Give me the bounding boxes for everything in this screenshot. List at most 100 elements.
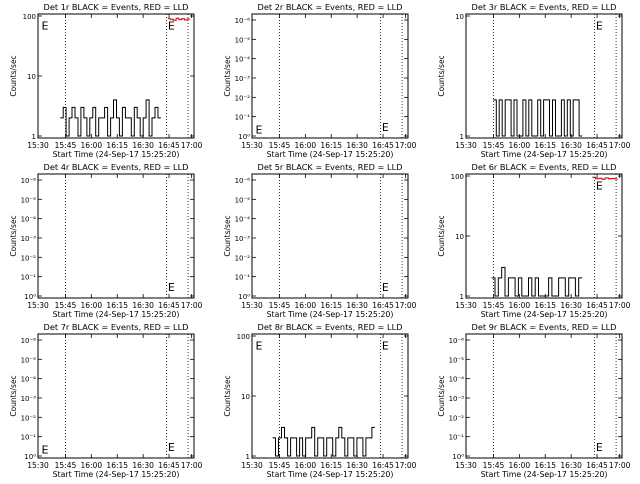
y-tick-label: 10⁰ (452, 453, 464, 461)
chart-title: Det 9r BLACK = Events, RED = LLD (472, 322, 617, 332)
data-point (348, 437, 350, 439)
e-marker: E (256, 124, 263, 137)
plot-frame (37, 333, 195, 459)
data-point (123, 106, 125, 108)
y-axis-label: Counts/sec (223, 55, 232, 96)
data-point (315, 455, 317, 457)
y-tick-label: 10⁻¹ (21, 274, 37, 282)
y-tick-label: 100 (237, 333, 250, 341)
x-tick-label: 16:15 (106, 141, 128, 150)
x-tick-label: 15:30 (241, 141, 263, 150)
data-point (135, 106, 137, 108)
data-point (300, 437, 302, 439)
y-tick-label: 10⁻⁵ (449, 356, 465, 364)
data-point (574, 99, 576, 101)
chart-panel: Det 2r BLACK = Events, RED = LLD 15:30 15:… (223, 2, 417, 159)
chart-panel: Det 4r BLACK = Events, RED = LLD 15:30 15:… (9, 162, 203, 319)
data-point (550, 135, 552, 137)
x-tick-label: 16:30 (346, 461, 368, 470)
data-point (523, 99, 525, 101)
data-point (150, 135, 151, 137)
x-tick-label: 16:00 (81, 141, 103, 150)
series-events-line (491, 266, 583, 297)
data-point (156, 106, 157, 108)
data-point (526, 135, 528, 137)
y-tick-label: 10⁻⁵ (235, 36, 251, 44)
x-tick-label: 17:00 (395, 141, 417, 150)
x-tick-label: 15:45 (269, 301, 291, 310)
data-point (82, 106, 83, 108)
x-tick-label: 17:00 (395, 301, 417, 310)
y-tick-label: 10⁻³ (21, 235, 37, 243)
x-tick-label: 15:30 (241, 301, 263, 310)
x-tick-label: 17:00 (609, 301, 631, 310)
e-marker: E (256, 339, 263, 352)
plot-frame (465, 333, 623, 459)
data-point (563, 277, 565, 279)
data-point (499, 277, 501, 279)
x-tick-label: 16:30 (346, 141, 368, 150)
data-point (494, 99, 496, 101)
data-point (518, 135, 519, 137)
x-tick-label: 15:30 (455, 461, 477, 470)
data-point (546, 295, 548, 297)
data-point (503, 135, 505, 137)
x-tick-label: 16:45 (158, 141, 180, 150)
data-point (312, 426, 314, 428)
y-tick-label: 10⁻⁶ (21, 337, 37, 345)
e-marker: E (382, 121, 389, 134)
y-axis-label: Counts/sec (9, 55, 18, 96)
y-tick-label: 100 (23, 13, 36, 21)
chart-panel: Det 3r BLACK = Events, RED = LLD 15:30 15:… (437, 2, 631, 159)
e-marker: E (596, 19, 603, 32)
y-axis-label: Counts/sec (223, 375, 232, 416)
x-tick-label: 17:00 (609, 461, 631, 470)
e-marker: E (168, 19, 175, 32)
x-tick-label: 17:00 (395, 461, 417, 470)
y-tick-label: 10⁻² (235, 94, 251, 102)
y-tick-label: 10⁻⁴ (21, 216, 37, 224)
chart-panel: Det 8r BLACK = Events, RED = LLD 15:30 15:… (223, 322, 417, 479)
e-marker: E (42, 444, 49, 457)
data-point (509, 277, 511, 279)
chart-title: Det 2r BLACK = Events, RED = LLD (258, 2, 403, 12)
e-marker: E (596, 179, 603, 192)
data-point (529, 277, 531, 279)
data-point (126, 117, 128, 119)
x-tick-label: 15:45 (55, 141, 77, 150)
chart-title: Det 5r BLACK = Events, RED = LLD (258, 162, 403, 172)
x-tick-label: 16:15 (106, 301, 128, 310)
data-point (533, 295, 534, 297)
y-tick-label: 10⁻⁴ (21, 376, 37, 384)
data-point (523, 295, 524, 297)
x-tick-label: 17:00 (181, 301, 203, 310)
e-marker: E (168, 441, 175, 454)
data-point (596, 178, 598, 180)
data-point (117, 117, 119, 119)
data-point (568, 99, 570, 101)
data-point (539, 295, 541, 297)
data-point (99, 117, 101, 119)
data-point (79, 135, 80, 137)
x-tick-label: 16:30 (560, 461, 582, 470)
x-tick-label: 15:30 (455, 301, 477, 310)
y-tick-label: 1 (460, 133, 464, 141)
data-point (492, 277, 494, 279)
x-tick-label: 15:45 (483, 301, 505, 310)
data-point (188, 18, 189, 20)
y-tick-label: 10⁻¹ (449, 434, 465, 442)
y-tick-label: 10⁻³ (21, 395, 37, 403)
data-point (506, 99, 508, 101)
y-tick-label: 1 (32, 133, 36, 141)
data-point (73, 106, 74, 108)
data-point (615, 178, 617, 180)
data-point (354, 455, 356, 457)
data-point (324, 455, 326, 457)
chart-title: Det 1r BLACK = Events, RED = LLD (44, 2, 189, 12)
y-tick-label: 10⁻⁵ (235, 196, 251, 204)
x-tick-label: 15:45 (483, 461, 505, 470)
data-point (363, 455, 365, 457)
data-point (580, 277, 581, 279)
